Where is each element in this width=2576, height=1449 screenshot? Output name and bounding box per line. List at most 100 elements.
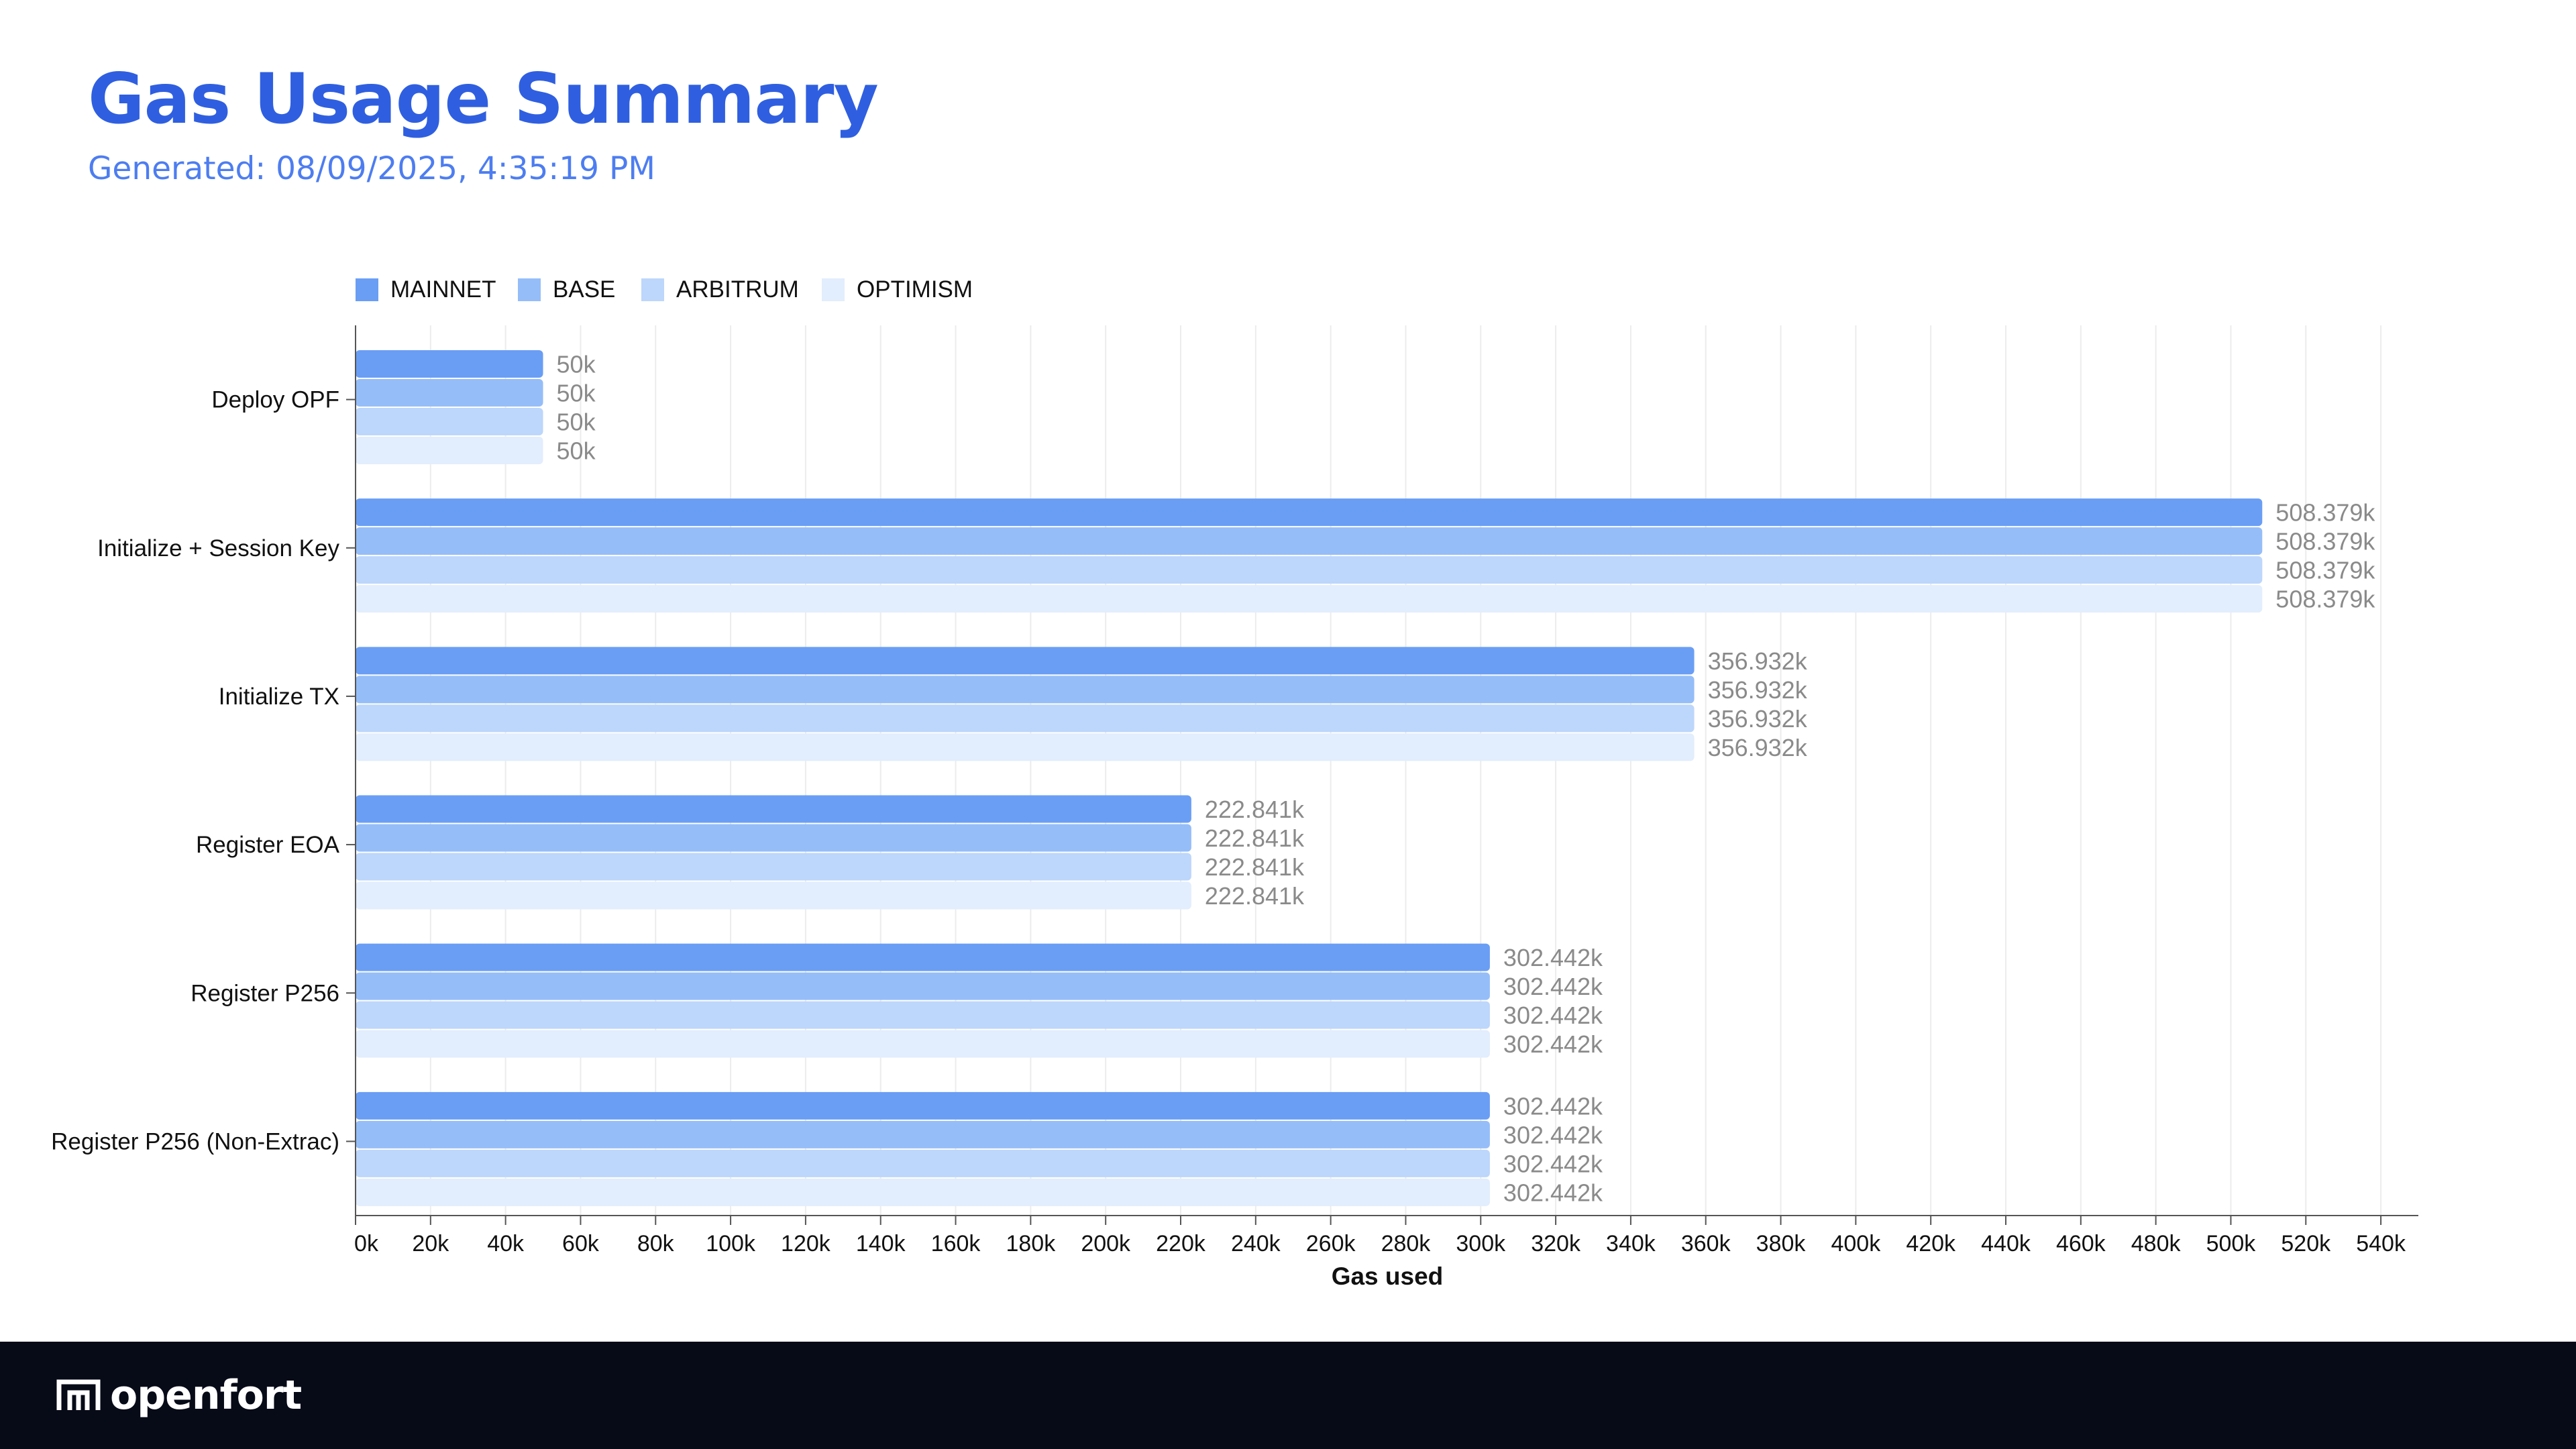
x-axis-label: Gas used bbox=[1332, 1263, 1444, 1290]
legend-label-arbitrum: ARBITRUM bbox=[676, 276, 799, 303]
x-tick-label: 420k bbox=[1906, 1231, 1956, 1256]
legend-label-mainnet: MAINNET bbox=[390, 276, 496, 303]
bar-base bbox=[356, 527, 2263, 555]
x-tick-label: 540k bbox=[2356, 1231, 2406, 1256]
chart-grid bbox=[429, 325, 2382, 1216]
bar-optimism bbox=[356, 585, 2263, 613]
legend-swatch-optimism bbox=[822, 278, 845, 301]
bar-value-label: 302.442k bbox=[1503, 1002, 1603, 1029]
x-tick-label: 160k bbox=[931, 1231, 981, 1256]
bar-mainnet bbox=[356, 943, 1490, 971]
legend-swatch-arbitrum bbox=[641, 278, 664, 301]
bar-value-label: 302.442k bbox=[1503, 1150, 1603, 1177]
bar-base bbox=[356, 1120, 1490, 1148]
bar-arbitrum bbox=[356, 1149, 1490, 1177]
bar-value-label: 508.379k bbox=[2275, 528, 2375, 555]
legend-label-base: BASE bbox=[553, 276, 615, 303]
x-tick-label: 500k bbox=[2206, 1231, 2257, 1256]
bar-optimism bbox=[356, 881, 1191, 910]
bar-arbitrum bbox=[356, 704, 1695, 733]
x-tick-label: 140k bbox=[856, 1231, 906, 1256]
bar-value-label: 302.442k bbox=[1503, 973, 1603, 1000]
bar-mainnet bbox=[356, 795, 1191, 823]
x-tick-label: 120k bbox=[781, 1231, 831, 1256]
x-tick-label: 0k bbox=[354, 1231, 379, 1256]
bar-value-label: 50k bbox=[557, 380, 596, 407]
bar-value-label: 302.442k bbox=[1503, 1030, 1603, 1058]
x-tick-label: 240k bbox=[1231, 1231, 1281, 1256]
bar-mainnet bbox=[356, 350, 543, 378]
bar-value-label: 222.841k bbox=[1205, 882, 1305, 910]
bar-value-label: 50k bbox=[557, 351, 596, 378]
y-tick-label: Register P256 (Non-Extrac) bbox=[51, 1128, 339, 1155]
x-tick-label: 480k bbox=[2131, 1231, 2182, 1256]
bar-value-label: 356.932k bbox=[1708, 705, 1808, 733]
chart-axes: Deploy OPF Initialize + Session Key Initia… bbox=[51, 325, 2418, 1256]
bar-arbitrum bbox=[356, 1001, 1490, 1029]
bar-value-label: 222.841k bbox=[1205, 853, 1305, 881]
x-tick-label: 180k bbox=[1006, 1231, 1056, 1256]
bar-optimism bbox=[356, 437, 543, 464]
legend-swatch-mainnet bbox=[356, 278, 378, 301]
bar-value-label: 222.841k bbox=[1205, 796, 1305, 823]
bar-value-label: 302.442k bbox=[1503, 1179, 1603, 1206]
bar-base bbox=[356, 824, 1191, 852]
bar-optimism bbox=[356, 1178, 1490, 1206]
bar-value-label: 302.442k bbox=[1503, 944, 1603, 971]
y-tick-label: Deploy OPF bbox=[211, 387, 339, 413]
chart-legend: MAINNET BASE ARBITRUM OPTIMISM bbox=[356, 276, 973, 303]
bar-optimism bbox=[356, 1030, 1490, 1058]
bar-value-label: 302.442k bbox=[1503, 1092, 1603, 1120]
bar-mainnet bbox=[356, 498, 2263, 527]
y-tick-label: Initialize + Session Key bbox=[97, 535, 339, 561]
brand-name: openfort bbox=[110, 1372, 302, 1419]
y-tick-label: Register EOA bbox=[196, 832, 340, 858]
bar-value-label: 50k bbox=[557, 437, 596, 465]
bar-value-label: 508.379k bbox=[2275, 499, 2375, 527]
bar-value-label: 50k bbox=[557, 409, 596, 436]
footer-bar: openfort bbox=[0, 1342, 2576, 1449]
bar-base bbox=[356, 676, 1695, 704]
x-tick-label: 520k bbox=[2281, 1231, 2331, 1256]
x-tick-label: 440k bbox=[1981, 1231, 2031, 1256]
bar-value-label: 356.932k bbox=[1708, 734, 1808, 761]
legend-label-optimism: OPTIMISM bbox=[857, 276, 973, 303]
x-tick-label: 220k bbox=[1156, 1231, 1206, 1256]
x-tick-label: 60k bbox=[562, 1231, 600, 1256]
x-tick-label: 380k bbox=[1756, 1231, 1807, 1256]
x-tick-label: 300k bbox=[1456, 1231, 1506, 1256]
x-tick-label: 40k bbox=[487, 1231, 525, 1256]
bar-base bbox=[356, 379, 543, 407]
legend-swatch-base bbox=[518, 278, 541, 301]
x-tick-label: 80k bbox=[637, 1231, 675, 1256]
y-tick-label: Initialize TX bbox=[219, 684, 339, 710]
x-tick-label: 340k bbox=[1606, 1231, 1656, 1256]
bar-mainnet bbox=[356, 1091, 1490, 1120]
x-tick-label: 360k bbox=[1681, 1231, 1731, 1256]
bar-arbitrum bbox=[356, 408, 543, 435]
x-tick-label: 200k bbox=[1081, 1231, 1131, 1256]
x-tick-label: 460k bbox=[2056, 1231, 2106, 1256]
bar-value-label: 356.932k bbox=[1708, 676, 1808, 704]
bar-value-label: 302.442k bbox=[1503, 1121, 1603, 1148]
bar-value-label: 508.379k bbox=[2275, 586, 2375, 613]
bar-arbitrum bbox=[356, 853, 1191, 881]
bar-mainnet bbox=[356, 647, 1695, 675]
bar-value-label: 508.379k bbox=[2275, 557, 2375, 584]
x-tick-label: 320k bbox=[1531, 1231, 1581, 1256]
bar-base bbox=[356, 972, 1490, 1000]
y-tick-label: Register P256 bbox=[191, 980, 339, 1006]
bar-arbitrum bbox=[356, 556, 2263, 584]
x-tick-label: 400k bbox=[1831, 1231, 1881, 1256]
generated-timestamp: Generated: 08/09/2025, 4:35:19 PM bbox=[88, 150, 655, 187]
openfort-logo-icon bbox=[56, 1379, 101, 1410]
bar-value-label: 222.841k bbox=[1205, 824, 1305, 852]
bar-value-label: 356.932k bbox=[1708, 647, 1808, 675]
openfort-logo: openfort bbox=[56, 1372, 302, 1419]
x-tick-label: 20k bbox=[412, 1231, 449, 1256]
x-tick-label: 100k bbox=[706, 1231, 756, 1256]
chart-bars: 50k50k50k50k508.379k508.379k508.379k508.… bbox=[356, 350, 2375, 1206]
page-title: Gas Usage Summary bbox=[88, 59, 879, 140]
gas-usage-chart: MAINNET BASE ARBITRUM OPTIMISM 50k50k50k50k… bbox=[51, 276, 2418, 1290]
bar-optimism bbox=[356, 733, 1695, 761]
